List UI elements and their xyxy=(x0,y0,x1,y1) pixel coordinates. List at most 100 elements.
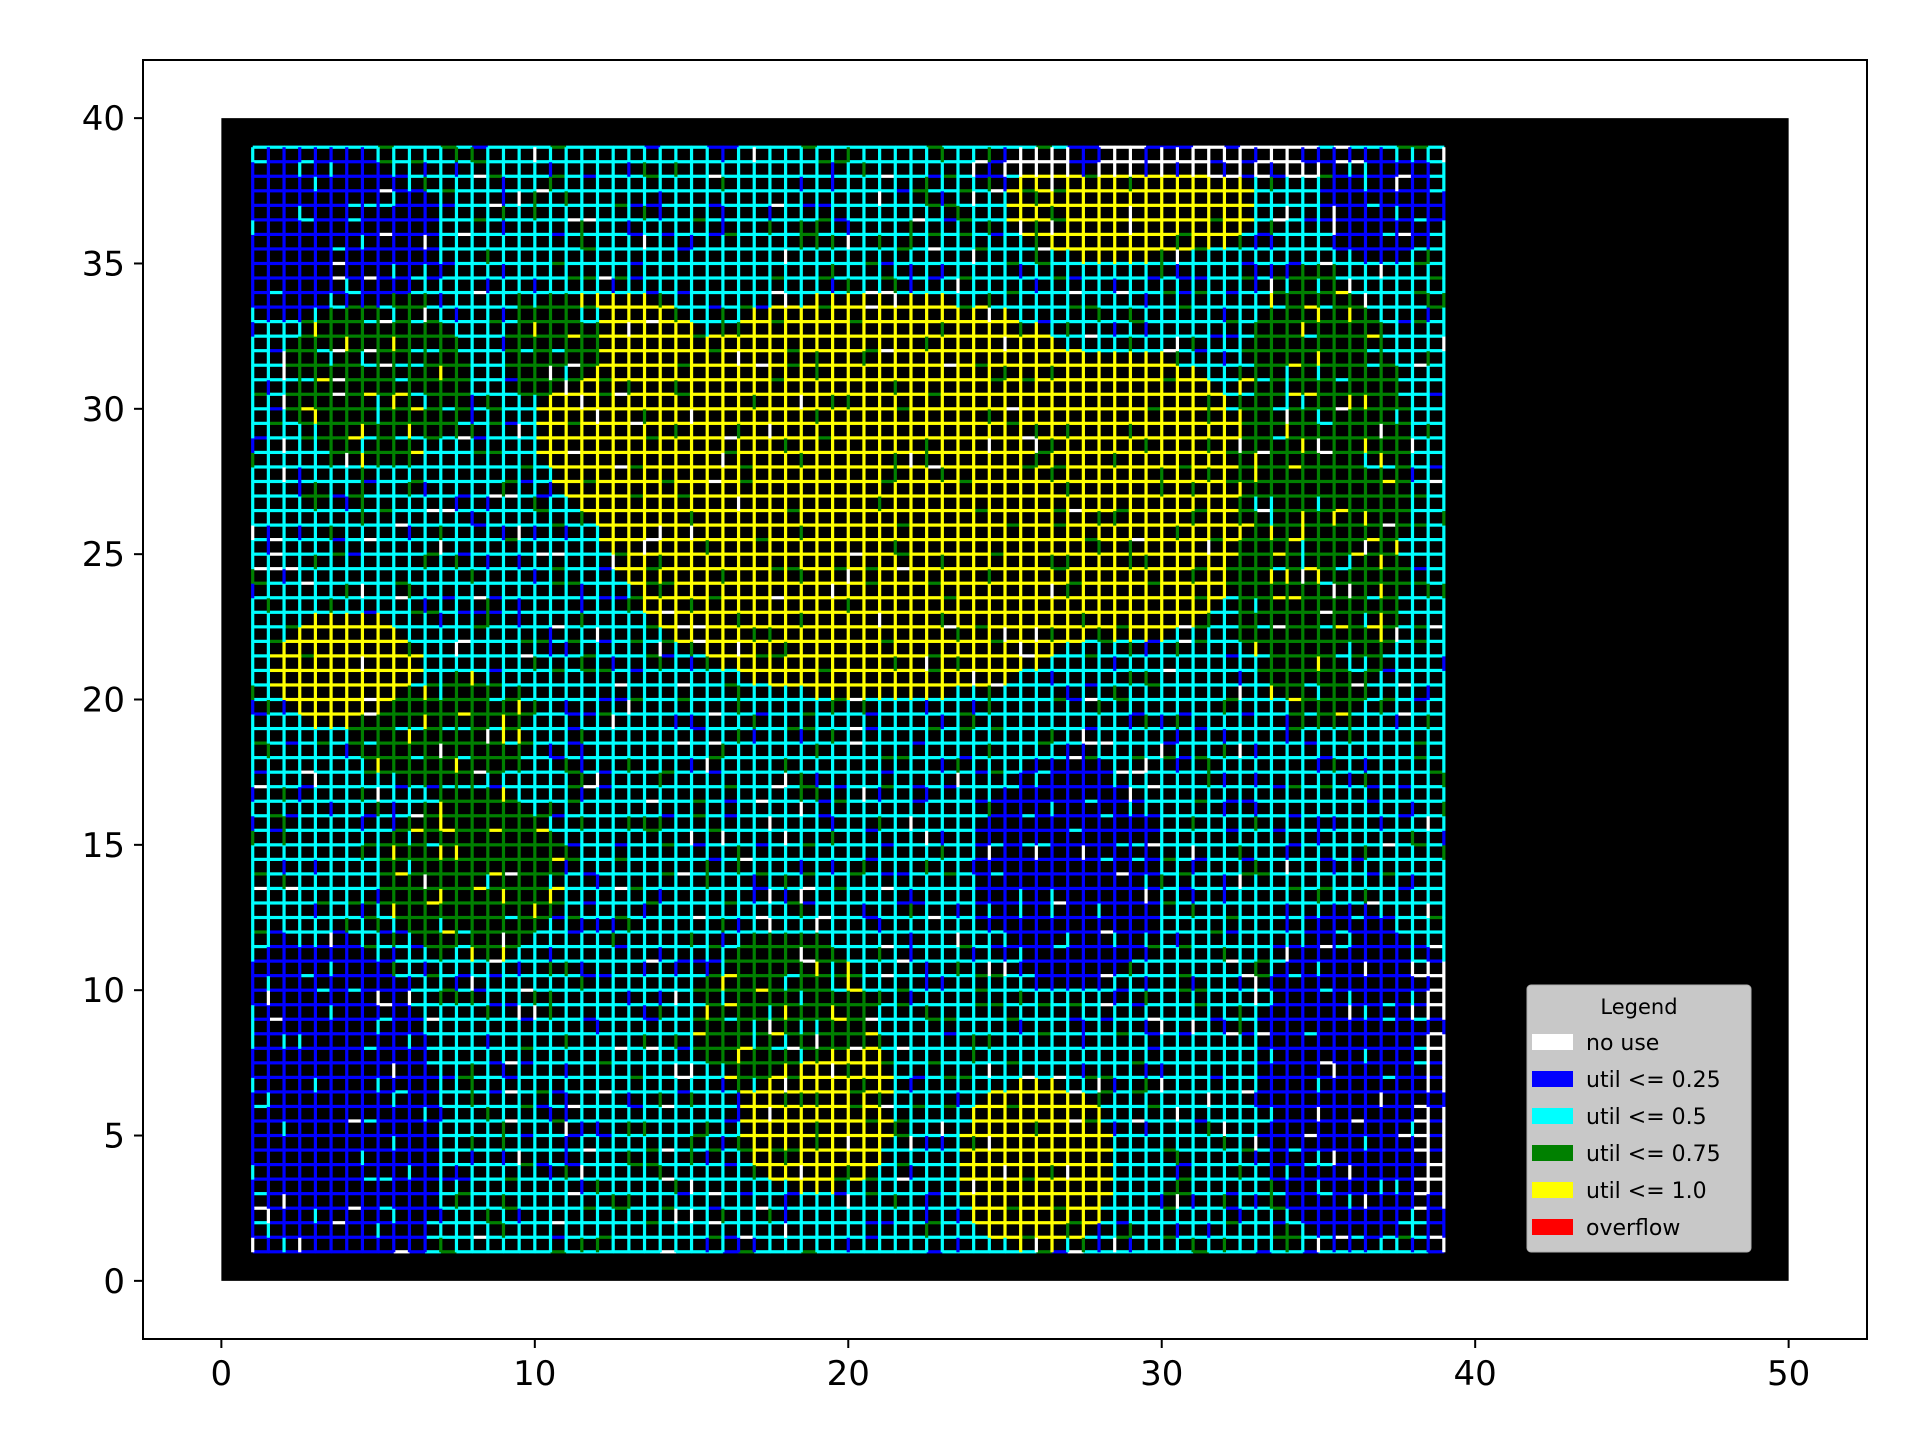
cell-segment xyxy=(566,625,583,629)
cell-segment xyxy=(1396,523,1413,527)
cell-segment xyxy=(832,857,849,861)
cell-segment xyxy=(1130,930,1147,934)
cell-segment xyxy=(879,581,896,585)
cell-segment xyxy=(1083,843,1100,847)
cell-segment xyxy=(613,407,630,411)
cell-segment xyxy=(1036,334,1053,338)
cell-segment xyxy=(1036,683,1053,687)
cell-segment xyxy=(440,1148,457,1152)
cell-segment xyxy=(1396,378,1413,382)
cell-segment xyxy=(1287,741,1304,745)
cell-segment xyxy=(1302,508,1319,513)
cell-segment xyxy=(942,1017,959,1021)
cell-segment xyxy=(613,857,630,861)
cell-segment xyxy=(660,450,677,455)
cell-segment xyxy=(785,654,802,658)
cell-segment xyxy=(707,814,724,818)
cell-segment xyxy=(1114,378,1131,382)
cell-segment xyxy=(738,901,755,905)
cell-segment xyxy=(769,756,787,760)
cell-segment xyxy=(895,1250,912,1254)
cell-segment xyxy=(613,1177,630,1181)
cell-segment xyxy=(1224,988,1241,992)
cell-segment xyxy=(613,901,630,905)
cell-segment xyxy=(722,1032,740,1036)
cell-segment xyxy=(613,683,630,687)
cell-segment xyxy=(1130,508,1147,513)
cell-segment xyxy=(1020,814,1037,818)
cell-segment xyxy=(456,668,473,673)
cell-segment xyxy=(801,334,818,338)
cell-segment xyxy=(566,349,583,353)
cell-segment xyxy=(1349,654,1366,658)
cell-segment xyxy=(252,770,269,774)
cell-segment xyxy=(879,974,896,978)
cell-segment xyxy=(597,886,614,891)
cell-segment xyxy=(456,726,473,731)
cell-segment xyxy=(989,915,1006,920)
cell-segment xyxy=(879,1046,896,1050)
cell-segment xyxy=(848,668,865,673)
cell-segment xyxy=(487,785,504,789)
cell-segment xyxy=(707,1075,724,1079)
cell-segment xyxy=(879,697,896,702)
cell-segment xyxy=(628,625,646,629)
cell-segment xyxy=(519,857,536,861)
cell-segment xyxy=(816,756,834,760)
cell-segment xyxy=(284,697,301,702)
cell-segment xyxy=(832,843,849,847)
cell-segment xyxy=(1005,654,1022,658)
cell-segment xyxy=(456,450,473,455)
cell-segment xyxy=(738,1075,755,1079)
cell-segment xyxy=(660,1148,677,1152)
cell-segment xyxy=(1255,683,1272,687)
cell-segment xyxy=(378,872,395,876)
cell-segment xyxy=(346,828,363,832)
cell-segment xyxy=(1146,799,1163,803)
cell-segment xyxy=(362,610,379,614)
cell-segment xyxy=(926,320,943,324)
cell-segment xyxy=(1349,1148,1366,1152)
cell-segment xyxy=(1005,1206,1022,1210)
cell-segment xyxy=(1099,349,1116,353)
cell-segment xyxy=(691,959,708,963)
cell-segment xyxy=(660,552,677,556)
cell-segment xyxy=(816,552,834,556)
cell-segment xyxy=(1083,334,1100,338)
cell-segment xyxy=(989,1075,1006,1079)
cell-segment xyxy=(1208,901,1225,905)
cell-segment xyxy=(957,886,975,891)
cell-segment xyxy=(1099,450,1116,455)
cell-segment xyxy=(409,1104,426,1109)
cell-segment xyxy=(1428,1192,1445,1196)
cell-segment xyxy=(973,988,990,992)
cell-segment xyxy=(550,1017,567,1021)
cell-segment xyxy=(754,639,771,643)
cell-segment xyxy=(910,901,928,905)
cell-segment xyxy=(331,407,348,411)
cell-segment xyxy=(879,828,896,832)
cell-segment xyxy=(1208,349,1225,353)
cell-segment xyxy=(1067,349,1084,353)
cell-segment xyxy=(1067,799,1084,803)
cell-segment xyxy=(487,770,504,774)
cell-segment xyxy=(519,974,536,978)
cell-segment xyxy=(879,450,896,455)
cell-segment xyxy=(1020,988,1037,992)
cell-segment xyxy=(299,552,316,556)
cell-segment xyxy=(1349,1061,1366,1065)
cell-segment xyxy=(440,930,457,934)
cell-segment xyxy=(393,1250,410,1254)
cell-segment xyxy=(675,974,693,978)
cell-segment xyxy=(848,625,865,629)
cell-segment xyxy=(1052,799,1069,803)
cell-segment xyxy=(1412,930,1429,934)
cell-segment xyxy=(425,1177,442,1181)
cell-segment xyxy=(1334,712,1351,716)
cell-segment xyxy=(409,988,426,992)
cell-segment xyxy=(268,712,285,716)
cell-segment xyxy=(315,305,332,309)
cell-segment xyxy=(1287,1206,1304,1210)
cell-segment xyxy=(973,654,990,658)
cell-segment xyxy=(534,1250,551,1254)
